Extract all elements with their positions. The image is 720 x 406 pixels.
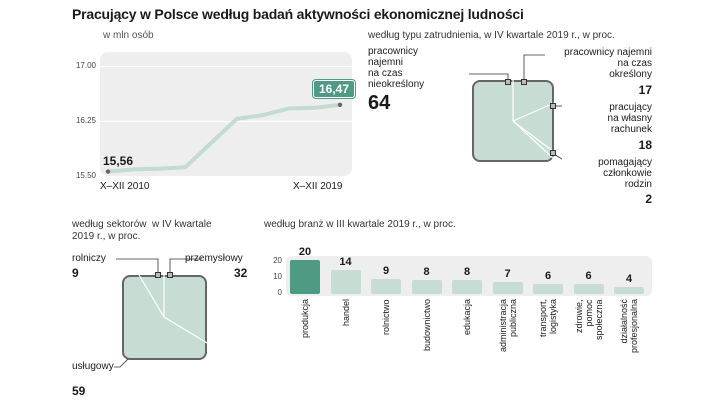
sector-dividers — [138, 275, 207, 344]
bar-category-label: rolnictwo — [381, 299, 391, 335]
segment-value: 59 — [72, 384, 86, 398]
leader-line — [116, 258, 159, 273]
bar-category-label: handel — [340, 298, 351, 326]
bar — [573, 283, 604, 294]
segment-value: 9 — [72, 266, 79, 280]
bar-value-label: 8 — [463, 266, 471, 279]
employment-subtitle: według typu zatrudnienia, w IV kwartale … — [368, 30, 615, 41]
bar-value-label: 6 — [544, 269, 552, 282]
x-end-label: X–XII 2019 — [293, 181, 343, 192]
segment-marker — [521, 79, 527, 85]
segment-marker — [167, 272, 173, 278]
leader-line — [523, 54, 545, 82]
y-tick-label: 17.00 — [75, 61, 96, 70]
series-line — [106, 102, 342, 174]
line-point — [337, 102, 343, 108]
segment-divider — [163, 316, 207, 344]
segment-marker — [550, 103, 556, 109]
bar-category-label: zdrowie, pomoc społeczna — [573, 299, 604, 340]
leader-line — [469, 73, 509, 82]
segment-value: 18 — [638, 138, 652, 152]
bar — [411, 280, 442, 294]
segment-divider — [512, 120, 554, 160]
line-chart-svg — [105, 102, 343, 174]
bar-value-label: 8 — [423, 266, 430, 279]
bar-value-label: 20 — [298, 246, 312, 258]
line-point — [105, 169, 111, 174]
line-chart-panel — [100, 52, 352, 176]
line-chart-unit: w mln osób — [103, 30, 154, 41]
segment-value: 32 — [234, 266, 248, 280]
bar-category-label: działalność profesjonalna — [619, 298, 639, 353]
segment-label: pomagający członkowie rodzin — [598, 157, 652, 190]
x-start-label: X–XII 2010 — [100, 181, 150, 192]
sector-leaders — [114, 258, 202, 368]
segment-value: 17 — [638, 83, 652, 97]
bar-value-label: 4 — [625, 273, 633, 286]
gridline — [100, 121, 352, 122]
leader-line — [169, 258, 202, 273]
segment-divider — [138, 275, 165, 318]
segment-marker — [505, 79, 511, 85]
y-tick-label: 16.25 — [75, 116, 96, 125]
y-tick-label: 15.50 — [75, 171, 96, 180]
segment-divider — [512, 102, 554, 122]
bar-category-label: produkcja — [300, 298, 310, 338]
segment-value: 2 — [645, 192, 652, 206]
first-value-label: 15,56 — [103, 154, 134, 168]
segment-label: pracownicy najemni na czas określony — [564, 47, 652, 80]
employment-dividers — [512, 80, 554, 160]
segment-label: rolniczy — [72, 253, 106, 264]
bar — [533, 283, 563, 294]
bar — [330, 270, 361, 294]
segment-label: pracownicy najemni na czas nieokreślony — [368, 46, 425, 90]
segment-label: pracujący na własny rachunek — [607, 102, 652, 135]
y-tick-label: 0 — [277, 288, 282, 297]
bar-category-label: transport, logistyka — [538, 298, 558, 337]
y-tick-label: 10 — [273, 272, 282, 281]
bar-category-label: edukacja — [462, 298, 472, 335]
y-tick-label: 20 — [273, 256, 282, 265]
bar-category-label: administracja publiczna — [497, 298, 518, 352]
sector-subtitle: według sektorów w IV kwartale 2019 r., w… — [72, 219, 212, 242]
segment-value: 64 — [368, 92, 391, 114]
bar — [492, 282, 523, 294]
bar — [452, 280, 482, 294]
bar-value-label: 9 — [382, 264, 390, 277]
leader-line — [114, 358, 129, 368]
segment-divider — [512, 120, 554, 153]
segment-marker — [155, 272, 161, 278]
bar — [371, 278, 401, 294]
last-value-badge: 16,47 — [313, 80, 356, 98]
bar — [290, 260, 320, 294]
bar-value-label: 6 — [585, 269, 592, 282]
gridline — [100, 66, 352, 67]
bar-value-label: 7 — [504, 268, 511, 281]
page-title: Pracujący w Polsce według badań aktywnoś… — [72, 6, 524, 22]
segment-label: przemysłowy — [185, 253, 243, 264]
bar-category-label: budownictwo — [421, 298, 432, 351]
bar-value-label: 14 — [339, 256, 352, 269]
segment-label: usługowy — [72, 361, 114, 372]
bar — [614, 287, 644, 294]
industry-subtitle: według branż w III kwartale 2019 r., w p… — [264, 219, 456, 230]
segment-marker — [550, 150, 556, 156]
